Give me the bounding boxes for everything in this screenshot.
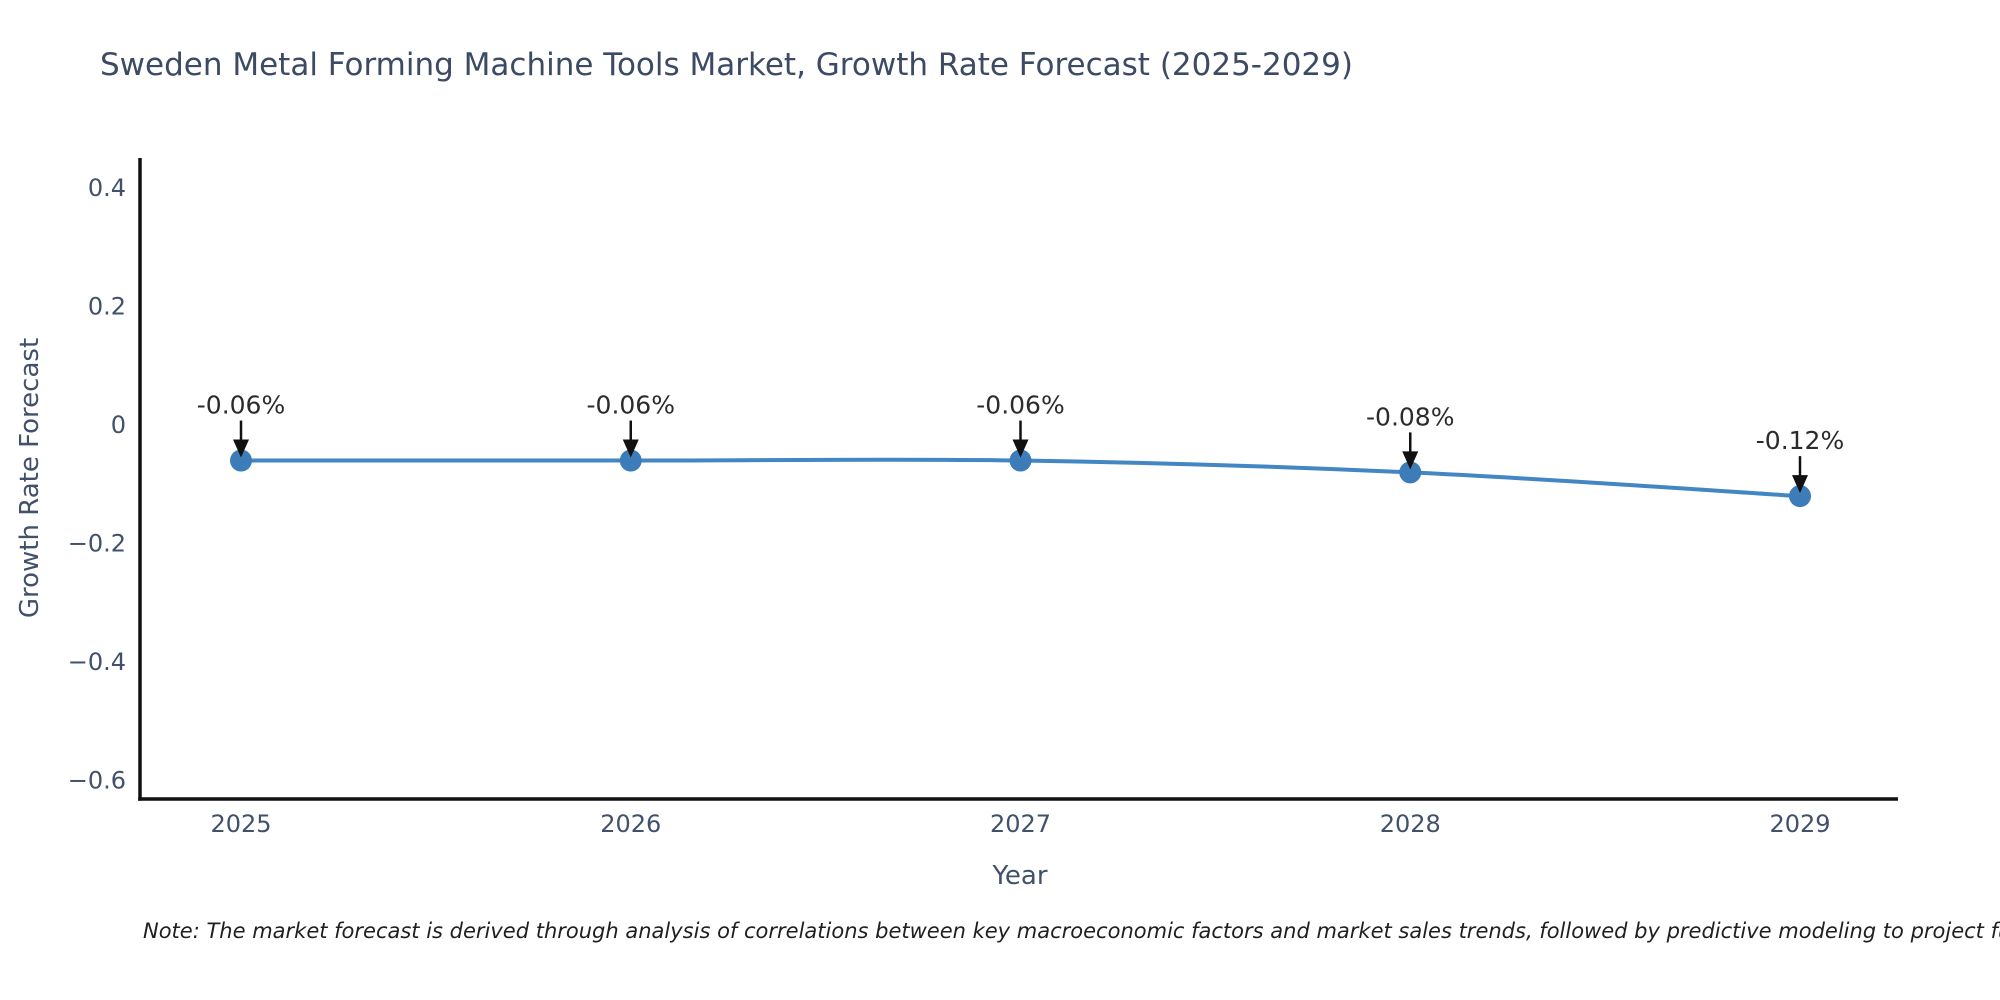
annotation-arrowhead-icon xyxy=(1792,475,1808,494)
data-point-label: -0.06% xyxy=(976,391,1064,420)
x-tick-label: 2029 xyxy=(1769,810,1830,838)
x-axis-title: Year xyxy=(992,861,1048,891)
x-tick-label: 2026 xyxy=(600,810,661,838)
x-tick-label: 2027 xyxy=(990,810,1051,838)
x-tick-label: 2028 xyxy=(1380,810,1441,838)
data-point-label: -0.08% xyxy=(1366,402,1454,431)
data-point-label: -0.06% xyxy=(197,391,285,420)
y-tick-label: 0 xyxy=(111,411,126,439)
data-point-marker xyxy=(230,449,252,472)
data-point-marker xyxy=(1399,461,1422,484)
y-tick-label: −0.6 xyxy=(68,767,126,795)
data-point-label: -0.06% xyxy=(587,391,675,420)
y-tick-label: 0.2 xyxy=(88,293,126,321)
annotation-arrowhead-icon xyxy=(233,439,249,458)
y-tick-label: −0.2 xyxy=(68,530,126,558)
annotation-arrowhead-icon xyxy=(1012,439,1029,458)
data-point-label: -0.12% xyxy=(1756,426,1844,455)
chart-title: Sweden Metal Forming Machine Tools Marke… xyxy=(100,47,1353,83)
data-point-marker xyxy=(1789,485,1811,508)
annotation-arrowhead-icon xyxy=(622,439,639,458)
x-tick-label: 2025 xyxy=(210,810,271,838)
data-point-marker xyxy=(619,449,642,472)
y-tick-label: 0.4 xyxy=(88,174,126,202)
footnote: Note: The market forecast is derived thr… xyxy=(143,919,2000,943)
y-tick-label: −0.4 xyxy=(68,648,126,676)
data-point-marker xyxy=(1009,449,1032,472)
annotation-arrowhead-icon xyxy=(1402,451,1419,470)
